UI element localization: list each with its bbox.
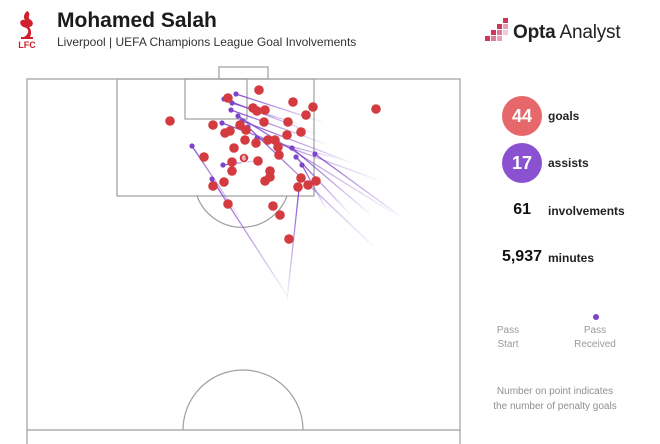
brand-sub: Analyst xyxy=(559,22,621,43)
goal-point xyxy=(268,201,278,211)
goal-point xyxy=(223,199,233,209)
note-line2: the number of penalty goals xyxy=(493,401,617,412)
pass-legend-line xyxy=(502,314,599,320)
goals-label: goals xyxy=(548,109,580,123)
goal-point xyxy=(284,234,294,244)
goal-point xyxy=(275,210,285,220)
goal-point xyxy=(252,106,262,116)
assists-label: assists xyxy=(548,156,589,170)
brand-main: Opta xyxy=(513,22,556,43)
goal-point xyxy=(227,157,237,167)
assist-receive-point xyxy=(233,91,239,97)
legend-end-line2: Received xyxy=(574,339,616,350)
center-circle xyxy=(182,369,304,431)
legend-start-line1: Pass xyxy=(496,325,520,336)
goals-badge: 44 xyxy=(502,96,542,136)
goal-point xyxy=(283,117,293,127)
goals-value: 44 xyxy=(511,105,533,126)
assist-receive-point xyxy=(220,162,226,168)
goal-point xyxy=(229,143,239,153)
goal-point xyxy=(165,116,175,126)
goal-point xyxy=(311,176,321,186)
assist-receive-point xyxy=(293,154,299,160)
legend-pass-received: Pass Received xyxy=(570,324,620,352)
goal-point xyxy=(308,102,318,112)
note-line1: Number on point indicates xyxy=(496,386,614,397)
minutes-label: minutes xyxy=(548,251,595,265)
penalty-count-label: 6 xyxy=(242,156,246,163)
six-yard-box xyxy=(184,78,248,120)
assist-pass-line xyxy=(237,115,394,214)
assist-receive-point xyxy=(312,151,318,157)
legend-start-line2: Start xyxy=(497,339,519,350)
goal-point xyxy=(220,128,230,138)
assist-receive-point xyxy=(219,120,225,126)
goal-point xyxy=(371,104,381,114)
goal-point xyxy=(273,142,283,152)
assist-pass-line xyxy=(230,109,327,145)
goal-point xyxy=(296,173,306,183)
goal-points: 6 xyxy=(165,85,381,244)
assist-receive-point xyxy=(289,145,295,151)
assist-receive-point xyxy=(299,162,305,168)
pitch-lines xyxy=(26,66,461,444)
goal-point xyxy=(265,172,275,182)
opta-logo-icon xyxy=(485,18,508,41)
goal-point xyxy=(208,120,218,130)
assists-value: 17 xyxy=(511,152,533,173)
goal-point xyxy=(259,117,269,127)
liverpool-crest-icon: LFC xyxy=(18,11,36,50)
goal-point xyxy=(251,138,261,148)
goal-point xyxy=(303,180,313,190)
assist-receive-point xyxy=(209,176,215,182)
goal-point xyxy=(296,127,306,137)
penalty-arc xyxy=(196,195,288,228)
page-title: Mohamed Salah xyxy=(57,9,217,32)
involvements-label: involvements xyxy=(548,204,625,218)
assist-pass-line xyxy=(211,178,289,298)
assist-receive-point xyxy=(235,113,241,119)
minutes-value: 5,937 xyxy=(501,248,542,265)
goal-point xyxy=(208,181,218,191)
assist-pass-line xyxy=(314,153,401,217)
assists-badge: 17 xyxy=(502,143,542,183)
goal-point xyxy=(241,125,251,135)
assist-pass-line xyxy=(286,188,300,301)
assist-pass-line xyxy=(301,164,327,210)
brand-name: Opta Analyst xyxy=(513,22,621,44)
page-subtitle: Liverpool | UEFA Champions League Goal I… xyxy=(57,35,357,49)
assist-receive-point xyxy=(189,143,195,149)
goal-point xyxy=(223,93,233,103)
legend-pass-start: Pass Start xyxy=(488,324,528,352)
goal-point xyxy=(253,156,263,166)
penalty-note: Number on point indicates the number of … xyxy=(480,384,630,414)
assist-pass-line xyxy=(291,147,371,215)
penalty-goal-point xyxy=(238,152,250,164)
assist-pass-line xyxy=(241,120,353,164)
goal-point xyxy=(219,177,229,187)
goal-point xyxy=(282,130,292,140)
assist-pass-line xyxy=(295,156,351,215)
goal-point xyxy=(293,182,303,192)
goal-point xyxy=(227,166,237,176)
assist-pass-line xyxy=(191,145,241,219)
involvements-value: 61 xyxy=(513,201,531,218)
goal-point xyxy=(263,135,273,145)
goal-point xyxy=(288,97,298,107)
goal xyxy=(218,66,269,80)
assist-receive-point xyxy=(228,107,234,113)
goal-point xyxy=(260,105,270,115)
goal-point xyxy=(199,152,209,162)
goal-point xyxy=(274,150,284,160)
legend-end-line1: Pass xyxy=(583,325,607,336)
goal-point xyxy=(301,110,311,120)
goal-point xyxy=(240,135,250,145)
goal-point xyxy=(254,85,264,95)
crest-text: LFC xyxy=(18,40,36,50)
